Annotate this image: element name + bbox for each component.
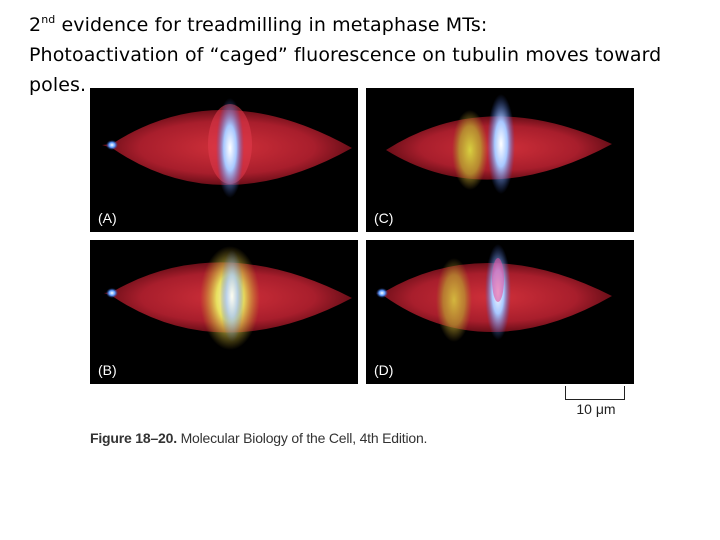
title-line-3: poles.: [29, 74, 87, 96]
panel-d-chromosome-highlight: [492, 258, 504, 302]
panel-c-mark: [452, 110, 488, 190]
panel-a-pole-left: [106, 140, 118, 150]
scale-bar: [565, 386, 625, 400]
panel-a-label: (A): [98, 210, 117, 226]
panel-d-pole-left: [376, 288, 388, 298]
panel-d-label: (D): [374, 362, 394, 378]
panel-a-chromosomes: [216, 98, 244, 198]
panel-a: (A): [90, 88, 358, 232]
caption-source: Molecular Biology of the Cell, 4th Editi…: [176, 430, 428, 446]
panel-b-pole-left: [106, 288, 118, 298]
panel-b-label: (B): [98, 362, 117, 378]
panel-c-image: [366, 88, 634, 232]
figure-caption: Figure 18–20. Molecular Biology of the C…: [90, 430, 427, 446]
title-line-2: Photoactivation of “caged” fluorescence …: [29, 44, 662, 66]
panel-c-label: (C): [374, 210, 394, 226]
panel-d-image: [366, 240, 634, 384]
caption-figure-number: Figure 18–20.: [90, 430, 177, 446]
panel-a-image: [90, 88, 358, 232]
panel-d: (D): [366, 240, 634, 384]
scale-bar-label: 10 μm: [576, 401, 616, 417]
title-line-1: 2nd evidence for treadmilling in metapha…: [29, 13, 488, 36]
slide-title: 2nd evidence for treadmilling in metapha…: [29, 10, 709, 100]
panel-b-chromosomes: [220, 250, 244, 342]
micrograph-figure: (A) (C) (B) (D): [90, 88, 634, 384]
panel-b: (B): [90, 240, 358, 384]
panel-c: (C): [366, 88, 634, 232]
panel-b-image: [90, 240, 358, 384]
panel-d-mark: [436, 258, 472, 342]
panel-c-chromosomes: [487, 94, 515, 194]
